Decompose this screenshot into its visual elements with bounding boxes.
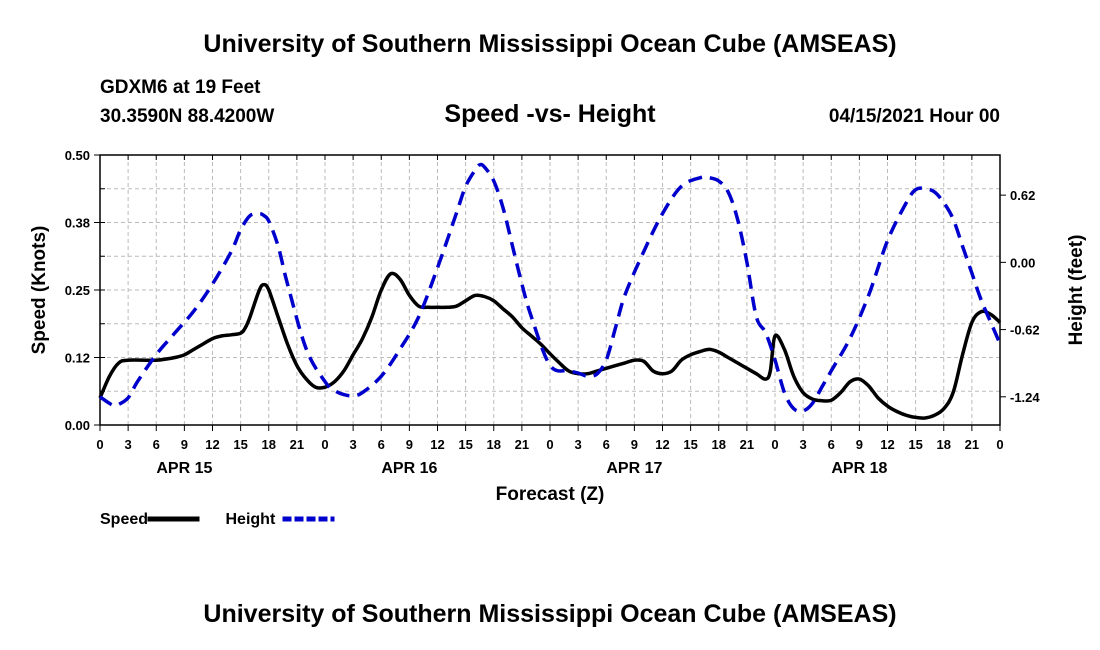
coordinates-label: 30.3590N 88.4200W (100, 106, 275, 127)
legend-label-speed: Speed (100, 511, 148, 528)
x-tick-label: 0 (771, 437, 778, 452)
x-tick-label: 18 (712, 437, 726, 452)
y2-tick-label: -0.62 (1010, 323, 1040, 338)
forecast-datetime: 04/15/2021 Hour 00 (828, 106, 1000, 127)
x-tick-label: 12 (430, 437, 444, 452)
x-tick-label: 21 (515, 437, 529, 452)
x-tick-label: 21 (965, 437, 979, 452)
x-tick-label: 18 (262, 437, 276, 452)
x-tick-label: 0 (96, 437, 103, 452)
y-tick-label: 0.00 (65, 418, 90, 433)
x-tick-label: 15 (908, 437, 922, 452)
chart-title-top: University of Southern Mississippi Ocean… (203, 30, 897, 58)
x-tick-label: 3 (800, 437, 807, 452)
y2-tick-label: 0.62 (1010, 188, 1035, 203)
x-tick-label: 0 (321, 437, 328, 452)
y2-axis-title: Height (feet) (1066, 235, 1087, 346)
x-axis-title: Forecast (Z) (496, 484, 605, 505)
x-tick-label: 9 (856, 437, 863, 452)
series-line-speed (98, 271, 1002, 420)
y-tick-label: 0.12 (65, 351, 90, 366)
y-tick-label: 0.38 (65, 216, 90, 231)
x-tick-label: 15 (233, 437, 247, 452)
x-tick-label: 12 (205, 437, 219, 452)
x-tick-label: 9 (181, 437, 188, 452)
x-tick-label: 18 (487, 437, 501, 452)
chart-subtitle: Speed -vs- Height (444, 100, 656, 128)
x-tick-label: 0 (996, 437, 1003, 452)
y2-tick-label: 0.00 (1010, 255, 1035, 270)
y2-tick-label: -1.24 (1010, 390, 1040, 405)
x-tick-label: 6 (153, 437, 160, 452)
station-label: GDXM6 at 19 Feet (100, 77, 261, 98)
x-tick-label: 15 (683, 437, 697, 452)
x-tick-label: 21 (290, 437, 304, 452)
x-tick-label: 18 (937, 437, 951, 452)
x-tick-label: 6 (603, 437, 610, 452)
y-tick-label: 0.25 (65, 283, 90, 298)
x-tick-label: 0 (546, 437, 553, 452)
legend-label-height: Height (226, 511, 276, 528)
x-day-label: APR 18 (831, 460, 887, 477)
x-tick-label: 3 (575, 437, 582, 452)
y-tick-label: 0.50 (65, 148, 90, 163)
x-tick-label: 12 (880, 437, 894, 452)
x-tick-label: 3 (350, 437, 357, 452)
x-tick-label: 12 (655, 437, 669, 452)
x-day-label: APR 16 (381, 460, 437, 477)
x-tick-label: 21 (740, 437, 754, 452)
x-day-label: APR 15 (156, 460, 212, 477)
x-tick-label: 9 (406, 437, 413, 452)
chart-title-bottom: University of Southern Mississippi Ocean… (203, 600, 897, 628)
x-tick-label: 9 (631, 437, 638, 452)
x-tick-label: 6 (828, 437, 835, 452)
x-tick-label: 6 (378, 437, 385, 452)
x-day-label: APR 17 (606, 460, 662, 477)
series-line-height (98, 162, 1002, 414)
y-axis-title: Speed (Knots) (29, 226, 50, 355)
x-tick-label: 15 (458, 437, 472, 452)
x-tick-label: 3 (125, 437, 132, 452)
